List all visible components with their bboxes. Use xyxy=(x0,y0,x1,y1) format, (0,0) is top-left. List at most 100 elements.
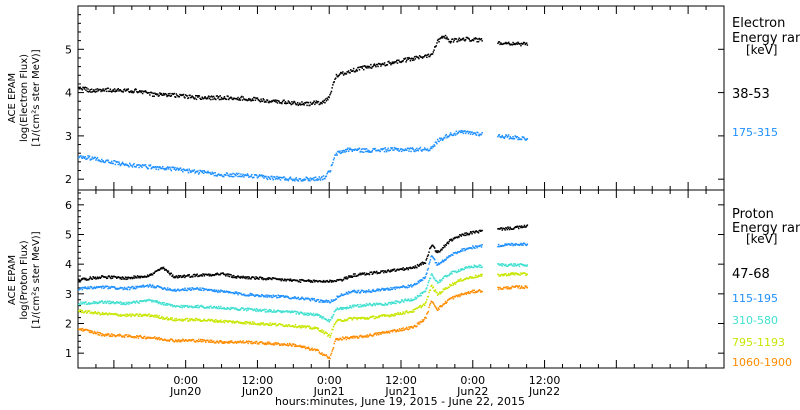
electron-point xyxy=(479,38,481,41)
electron-point xyxy=(134,89,136,91)
proton-point xyxy=(217,273,219,275)
proton-point xyxy=(462,250,464,252)
proton-point xyxy=(378,333,380,336)
x-tick-time-4: 0:00 xyxy=(460,374,485,387)
proton-point xyxy=(113,286,116,289)
proton-point xyxy=(168,318,170,321)
proton-point xyxy=(151,285,153,288)
proton-point xyxy=(310,313,313,315)
proton-point xyxy=(319,316,321,318)
proton-point xyxy=(406,311,409,314)
proton-point xyxy=(136,275,139,277)
electron-point xyxy=(94,91,96,93)
proton-point xyxy=(457,294,460,297)
electron-point xyxy=(210,95,213,97)
electron-point xyxy=(508,138,511,140)
electron-point xyxy=(467,37,470,40)
proton-point xyxy=(406,328,409,330)
electron-point xyxy=(212,98,214,101)
electron-point xyxy=(418,55,421,57)
electron-point xyxy=(137,164,140,166)
electron-point xyxy=(512,41,514,44)
proton-point xyxy=(309,279,311,282)
proton-point xyxy=(195,287,198,290)
proton-point xyxy=(503,264,506,267)
proton-point xyxy=(301,326,303,329)
electron-point xyxy=(152,92,155,95)
proton-point xyxy=(470,277,473,279)
proton-point xyxy=(327,335,329,337)
electron-point xyxy=(253,176,255,179)
electron-point xyxy=(503,137,506,139)
proton-point xyxy=(524,285,526,287)
proton-point xyxy=(344,318,346,321)
electron-point xyxy=(261,100,264,103)
proton-point xyxy=(92,302,94,304)
electron-point xyxy=(389,62,391,64)
proton-point xyxy=(475,245,478,248)
electron-point xyxy=(325,175,328,177)
proton-point xyxy=(362,289,364,292)
proton-point xyxy=(290,279,292,281)
electron-point xyxy=(358,69,361,71)
electron-point xyxy=(404,148,407,150)
electron-point xyxy=(215,98,217,101)
proton-point xyxy=(92,287,94,290)
proton-point xyxy=(213,289,216,291)
proton-point xyxy=(353,289,356,292)
proton-point xyxy=(369,333,371,335)
electron-point xyxy=(115,89,117,92)
proton-point xyxy=(294,323,297,326)
proton-point xyxy=(281,323,284,326)
electron-point xyxy=(234,173,236,176)
electron-point xyxy=(258,174,261,176)
proton-point xyxy=(258,295,260,298)
electron-point xyxy=(206,172,208,174)
proton-point xyxy=(141,315,144,317)
electron-point xyxy=(427,53,430,56)
proton-point xyxy=(218,342,220,344)
proton-point xyxy=(474,247,476,249)
proton-point xyxy=(103,312,105,315)
electron-point xyxy=(211,96,213,98)
proton-point xyxy=(273,277,275,280)
proton-point xyxy=(83,277,86,279)
proton-point xyxy=(376,332,379,335)
electron-point xyxy=(393,62,396,64)
proton-point xyxy=(477,274,480,277)
electron-point xyxy=(429,54,432,56)
electron-point xyxy=(357,148,360,151)
electron-point xyxy=(331,164,333,166)
proton-point xyxy=(116,277,118,279)
proton-point xyxy=(274,323,276,325)
proton-point xyxy=(383,332,385,334)
proton-point xyxy=(303,314,305,316)
electron-point xyxy=(127,164,129,167)
proton-point xyxy=(228,341,230,343)
electron-point xyxy=(269,101,272,103)
electron-point xyxy=(85,89,87,91)
proton-point xyxy=(173,276,175,279)
proton-point xyxy=(251,308,254,311)
proton-point xyxy=(167,339,170,341)
electron-point xyxy=(149,165,151,167)
electron-point xyxy=(426,149,428,151)
electron-point xyxy=(312,177,314,180)
proton-point xyxy=(87,303,89,305)
proton-point xyxy=(156,300,158,302)
proton-point xyxy=(100,300,102,303)
proton-point xyxy=(241,277,244,279)
electron-point xyxy=(344,151,346,153)
proton-point xyxy=(148,275,150,277)
proton-point xyxy=(103,287,105,289)
proton-point xyxy=(289,297,292,300)
proton-point xyxy=(380,333,382,335)
electron-point xyxy=(398,61,401,63)
proton-point xyxy=(370,271,373,273)
electron-point xyxy=(88,91,90,93)
proton-point xyxy=(196,286,198,289)
proton-point xyxy=(150,273,152,275)
proton-point xyxy=(395,302,397,305)
proton-point xyxy=(197,304,199,307)
proton-point xyxy=(459,251,461,253)
